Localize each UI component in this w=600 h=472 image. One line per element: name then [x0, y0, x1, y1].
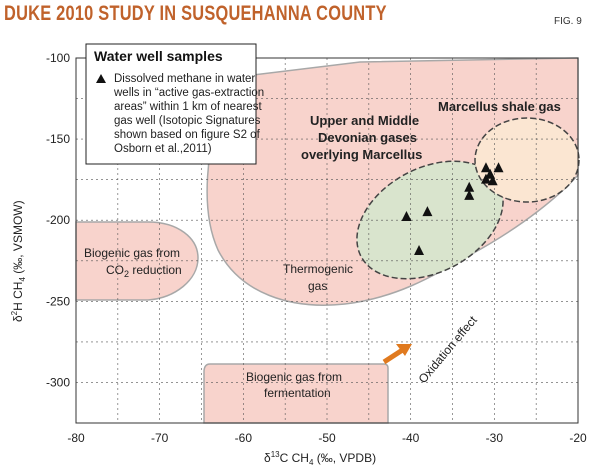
devonian-label-line1: Upper and Middle — [310, 113, 419, 128]
legend-entry-line3: areas” within 1 km of nearest — [114, 101, 262, 113]
legend: Water well samples Dissolved methane in … — [85, 43, 264, 165]
figure-title: DUKE 2010 STUDY IN SUSQUEHANNA COUNTY — [4, 2, 387, 25]
x-axis-label: δ13C CH4 (‰, VPDB) — [264, 450, 376, 467]
x-tick-label: -30 — [486, 431, 504, 445]
y-tick-label: -300 — [46, 375, 70, 389]
oxidation-label: Oxidation effect — [416, 313, 481, 386]
y-tick-label: -100 — [46, 51, 70, 65]
biogenic-ferm-label-line2: fermentation — [264, 386, 331, 400]
devonian-label-line2: Devonian gases — [318, 130, 417, 145]
y-tick-label: -150 — [46, 132, 70, 146]
marcellus-label: Marcellus shale gas — [438, 99, 561, 114]
legend-entry-line1: Dissolved methane in water — [114, 73, 255, 85]
legend-entry-line6: Osborn et al.,2011) — [114, 143, 212, 155]
thermogenic-label-line2: gas — [308, 279, 327, 293]
thermogenic-label-line1: Thermogenic — [283, 262, 353, 276]
figure-number: FIG. 9 — [554, 16, 582, 27]
data-point-triangle — [464, 181, 475, 192]
legend-entry-line5: shown based on figure S2 of — [114, 129, 261, 141]
legend-triangle-icon — [96, 74, 106, 83]
data-point-triangle — [480, 162, 491, 173]
data-point-triangle — [487, 175, 498, 186]
x-tick-label: -20 — [569, 431, 587, 445]
x-tick-label: -50 — [318, 431, 336, 445]
data-point-triangle — [414, 245, 425, 256]
x-tick-label: -70 — [151, 431, 169, 445]
legend-title: Water well samples — [94, 48, 223, 64]
x-tick-label: -80 — [67, 431, 85, 445]
biogenic-co2-label-line1: Biogenic gas from — [84, 246, 180, 260]
y-tick-label: -250 — [46, 294, 70, 308]
legend-entry-line2: wells in “active gas-extraction — [113, 87, 264, 99]
plot-frame — [75, 57, 579, 424]
legend-entry-line4: gas well (Isotopic Signatures — [114, 115, 261, 127]
devonian-label-line3: overlying Marcellus — [301, 147, 422, 162]
data-point-triangle — [422, 206, 433, 217]
x-tick-label: -40 — [402, 431, 420, 445]
data-point-triangle — [401, 210, 412, 221]
data-point-triangle — [493, 162, 504, 173]
y-axis-label: δ2H CH4 (‰, VSMOW) — [10, 200, 27, 322]
data-point-triangle — [464, 189, 475, 200]
oxidation-arrow — [382, 344, 412, 365]
x-tick-label: -60 — [235, 431, 253, 445]
biogenic-ferm-label-line1: Biogenic gas from — [246, 370, 342, 384]
biogenic-co2-label-line2: CO2 reduction — [106, 263, 182, 279]
y-tick-label: -200 — [46, 213, 70, 227]
marcellus-region — [474, 117, 580, 203]
